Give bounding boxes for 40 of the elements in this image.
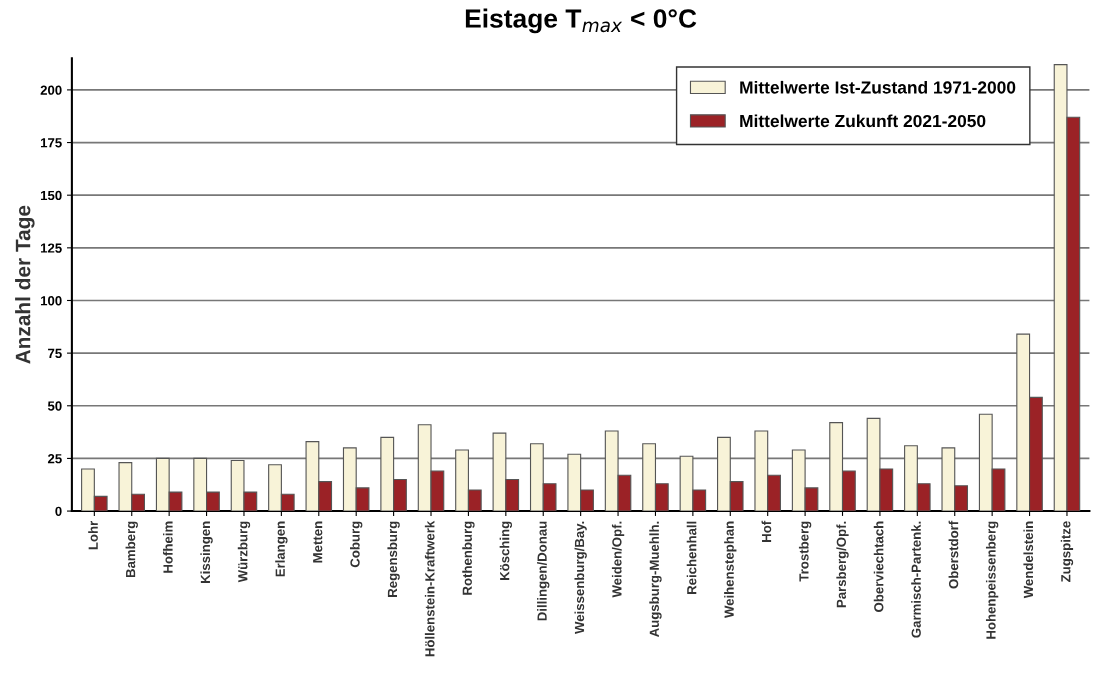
x-tick-label: Lohr (88, 520, 98, 550)
x-tick-label: Rothenburg (462, 521, 475, 595)
x-tick-label: Kissingen (200, 521, 213, 583)
x-tick-label: Hof (761, 520, 772, 542)
y-tick-label: 0 (55, 506, 62, 516)
x-tick-label: Weissenburg/Bay. (574, 521, 587, 634)
x-tick-label: Würzburg (237, 521, 251, 583)
x-tick-label: Weihenstephan (724, 521, 737, 619)
legend-label: Mittelwerte Zukunft 2021-2050 (740, 114, 986, 128)
y-tick-label: 100 (40, 296, 62, 306)
x-tick-label: Dillingen/Donau (537, 521, 550, 621)
y-tick-label: 25 (47, 453, 62, 464)
x-tick-label: Garmisch-Partenk. (911, 521, 921, 638)
x-tick-label: Metten (313, 521, 323, 563)
x-tick-label: Kösching (499, 521, 513, 581)
chart-title: Eistage T$_{max}$ < 0°C (465, 8, 697, 34)
x-tick-label: Hofheim (163, 521, 173, 573)
x-tick-label: Augsburg-Muehlh. (649, 521, 662, 637)
x-tick-label: Trostberg (798, 521, 812, 582)
x-tick-label: Wendelstein (1023, 521, 1034, 599)
y-tick-label: 200 (40, 85, 62, 95)
x-tick-label: Zugspitze (1060, 521, 1074, 582)
x-tick-label: Höllenstein-Kraftwerk (424, 520, 435, 657)
y-axis-title: Anzahl der Tage (15, 205, 35, 364)
y-tick-label: 50 (47, 401, 62, 411)
y-tick-label: 75 (48, 348, 62, 359)
x-tick-label: Weiden/Opf. (611, 521, 625, 598)
x-tick-label: Oberviechtach (873, 521, 884, 612)
x-tick-label: Parsberg/Opf. (836, 521, 849, 608)
x-tick-label: Bamberg (125, 521, 138, 578)
x-tick-label: Regensburg (387, 521, 400, 597)
y-tick-label: 125 (40, 243, 62, 253)
y-tick-label: 150 (40, 190, 62, 201)
x-tick-label: Reichenhall (686, 521, 697, 594)
x-tick-label: Erlangen (275, 521, 288, 577)
x-tick-label: Hohenpeissenberg (985, 521, 999, 639)
x-tick-label: Oberstdorf (948, 520, 959, 589)
y-tick-label: 175 (40, 138, 62, 148)
legend-label: Mittelwerte Ist-Zustand 1971-2000 (740, 80, 1016, 94)
x-tick-label: Coburg (350, 521, 363, 568)
